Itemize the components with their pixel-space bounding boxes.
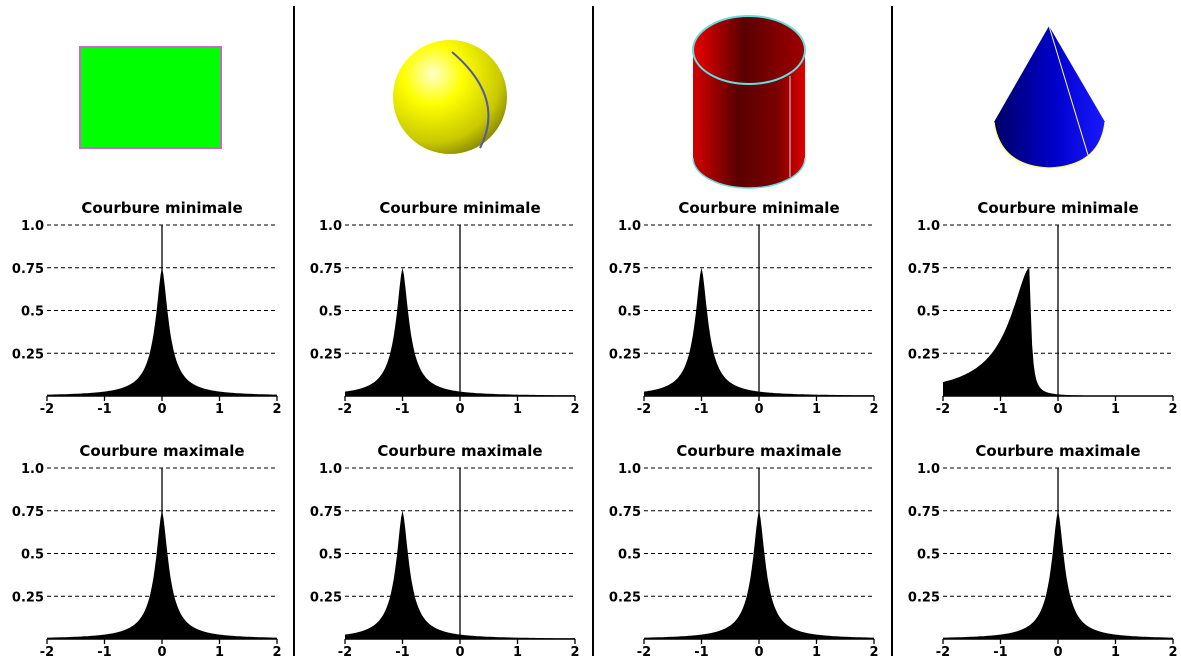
- y-tick-label: 1.0: [917, 462, 940, 477]
- x-tick-label: 0: [1053, 645, 1062, 660]
- x-tick-label: -2: [637, 402, 651, 417]
- x-tick-label: 0: [455, 402, 464, 417]
- y-tick-label: 0.25: [609, 347, 641, 362]
- y-tick-label: 0.25: [310, 590, 342, 605]
- x-tick-label: 2: [1168, 402, 1177, 417]
- chart-title: Courbure minimale: [977, 199, 1138, 217]
- x-tick-label: -1: [694, 402, 708, 417]
- y-tick-label: 0.5: [319, 305, 342, 320]
- x-tick-label: -2: [338, 645, 352, 660]
- y-tick-label: 0.75: [609, 262, 641, 277]
- chart-title: Courbure maximale: [377, 442, 542, 460]
- x-tick-label: 2: [869, 645, 878, 660]
- y-tick-label: 1.0: [618, 219, 641, 234]
- y-tick-label: 0.5: [21, 305, 44, 320]
- y-tick-label: 1.0: [21, 219, 44, 234]
- y-tick-label: 0.75: [310, 262, 342, 277]
- y-tick-label: 0.75: [12, 505, 44, 520]
- y-tick-label: 1.0: [21, 462, 44, 477]
- y-tick-label: 0.75: [310, 505, 342, 520]
- x-tick-label: 0: [1053, 402, 1062, 417]
- cone-icon: [993, 25, 1106, 169]
- x-tick-label: 2: [1168, 645, 1177, 660]
- chart-panel: Courbure maximale 1.0 0.75 0.5 0.25 -2 -1 0 1 2: [609, 442, 879, 660]
- distribution-area: [345, 267, 575, 396]
- chart-title: Courbure minimale: [81, 199, 242, 217]
- y-tick-label: 0.75: [908, 262, 940, 277]
- x-tick-label: -2: [40, 645, 54, 660]
- x-tick-label: 1: [215, 645, 224, 660]
- x-tick-label: -1: [993, 402, 1007, 417]
- chart-panel: Courbure maximale 1.0 0.75 0.5 0.25 -2 -1 0 1 2: [908, 442, 1178, 660]
- x-tick-label: 2: [869, 402, 878, 417]
- x-tick-label: 0: [754, 402, 763, 417]
- x-tick-label: 2: [570, 402, 579, 417]
- sphere-icon: [393, 40, 507, 154]
- chart-panel: Courbure minimale 1.0 0.75 0.5 0.25 -2 -1 0 1 2: [908, 199, 1178, 417]
- x-tick-label: 0: [157, 402, 166, 417]
- y-tick-label: 0.5: [917, 548, 940, 563]
- chart-panel: Courbure minimale 1.0 0.75 0.5 0.25 -2 -1 0 1 2: [310, 199, 580, 417]
- distribution-area: [345, 510, 575, 639]
- y-tick-label: 1.0: [319, 219, 342, 234]
- x-tick-label: 1: [812, 402, 821, 417]
- x-tick-label: -1: [993, 645, 1007, 660]
- y-tick-label: 0.75: [908, 505, 940, 520]
- y-tick-label: 1.0: [319, 462, 342, 477]
- chart-panel: Courbure minimale 1.0 0.75 0.5 0.25 -2 -1 0 1 2: [12, 199, 282, 417]
- x-tick-label: 1: [215, 402, 224, 417]
- y-tick-label: 0.25: [908, 590, 940, 605]
- column-separators: [293, 6, 893, 656]
- x-tick-label: -1: [395, 645, 409, 660]
- y-tick-label: 0.75: [12, 262, 44, 277]
- y-tick-label: 0.5: [21, 548, 44, 563]
- y-tick-label: 0.25: [12, 347, 44, 362]
- y-tick-label: 1.0: [917, 219, 940, 234]
- x-tick-label: 2: [272, 402, 281, 417]
- y-tick-label: 0.25: [609, 590, 641, 605]
- x-tick-label: -2: [637, 645, 651, 660]
- chart-title: Courbure maximale: [975, 442, 1140, 460]
- x-tick-label: -2: [936, 645, 950, 660]
- chart-panel: Courbure minimale 1.0 0.75 0.5 0.25 -2 -1 0 1 2: [609, 199, 879, 417]
- y-tick-label: 0.25: [908, 347, 940, 362]
- x-tick-label: 1: [812, 645, 821, 660]
- y-tick-label: 0.25: [12, 590, 44, 605]
- chart-panel: Courbure maximale 1.0 0.75 0.5 0.25 -2 -1 0 1 2: [310, 442, 580, 660]
- chart-title: Courbure maximale: [676, 442, 841, 460]
- x-tick-label: 1: [1111, 645, 1120, 660]
- x-tick-label: 1: [513, 645, 522, 660]
- x-tick-label: 0: [754, 645, 763, 660]
- x-tick-label: -2: [40, 402, 54, 417]
- x-tick-label: -1: [97, 402, 111, 417]
- y-tick-label: 0.25: [310, 347, 342, 362]
- y-tick-label: 0.75: [609, 505, 641, 520]
- x-tick-label: -1: [694, 645, 708, 660]
- y-tick-label: 0.5: [917, 305, 940, 320]
- x-tick-label: 1: [1111, 402, 1120, 417]
- chart-panel: Courbure maximale 1.0 0.75 0.5 0.25 -2 -1 0 1 2: [12, 442, 282, 660]
- x-tick-label: -1: [97, 645, 111, 660]
- x-tick-label: 2: [272, 645, 281, 660]
- chart-title: Courbure maximale: [79, 442, 244, 460]
- y-tick-label: 1.0: [618, 462, 641, 477]
- x-tick-label: -2: [936, 402, 950, 417]
- x-tick-label: 1: [513, 402, 522, 417]
- y-tick-label: 0.5: [618, 305, 641, 320]
- rectangle-icon: [79, 46, 222, 149]
- x-tick-label: 0: [455, 645, 464, 660]
- y-tick-label: 0.5: [618, 548, 641, 563]
- x-tick-label: -1: [395, 402, 409, 417]
- x-tick-label: -2: [338, 402, 352, 417]
- x-tick-label: 0: [157, 645, 166, 660]
- x-tick-label: 2: [570, 645, 579, 660]
- cylinder-icon: [692, 15, 806, 189]
- y-tick-label: 0.5: [319, 548, 342, 563]
- chart-title: Courbure minimale: [379, 199, 540, 217]
- chart-title: Courbure minimale: [678, 199, 839, 217]
- distribution-area: [644, 267, 874, 396]
- distribution-area: [943, 267, 1173, 396]
